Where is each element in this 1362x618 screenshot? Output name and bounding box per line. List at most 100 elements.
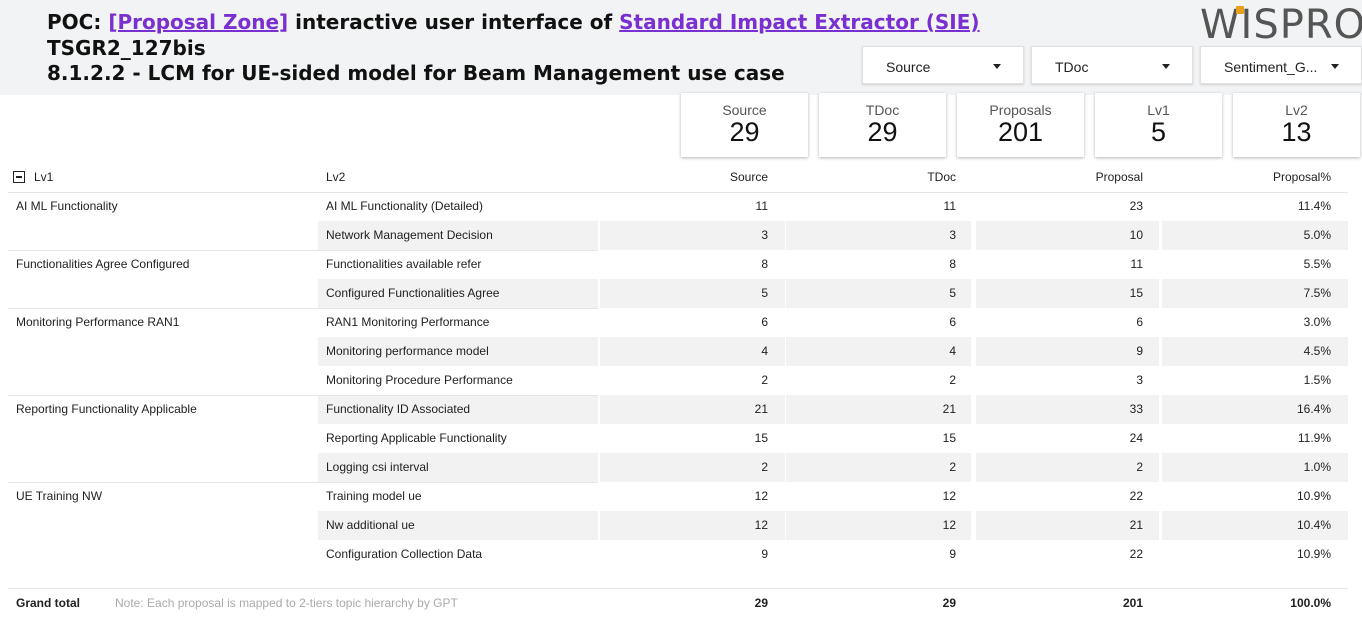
grand-total-row: Grand total Note: Each proposal is mapped… (8, 589, 1348, 618)
title-prefix: POC: (47, 10, 109, 34)
group-divider (8, 482, 598, 483)
col-header-lv2[interactable]: Lv2 (326, 170, 346, 184)
table-row: Configuration Collection Data 9 9 22 10.9% (8, 540, 1348, 569)
lv1-cell: AI ML Functionality (16, 199, 118, 213)
proposal-cell: 22 (1129, 547, 1143, 561)
lv1-cell: Monitoring Performance RAN1 (16, 315, 180, 329)
proposal-cell: 2 (1136, 460, 1143, 474)
grand-total-label: Grand total (16, 596, 81, 610)
col-header-proposal-pct[interactable]: Proposal% (1272, 170, 1331, 184)
total-divider (8, 588, 1348, 589)
tdoc-cell: 11 (943, 199, 956, 213)
group-divider (8, 250, 598, 251)
tdoc-cell: 12 (942, 489, 956, 503)
lv2-cell: Network Management Decision (326, 228, 493, 242)
card-value: 29 (729, 117, 760, 147)
col-header-proposal[interactable]: Proposal (1095, 170, 1143, 184)
source-cell: 5 (761, 286, 768, 300)
source-cell: 8 (761, 257, 768, 271)
source-cell: 3 (761, 228, 768, 242)
tdoc-cell: 21 (942, 402, 956, 416)
proposal-pct-cell: 4.5% (1303, 344, 1331, 358)
source-cell: 21 (754, 402, 768, 416)
table-header: Lv1 Lv2 Source TDoc Proposal Proposal% (8, 163, 1348, 193)
source-filter-dropdown[interactable]: Source (862, 46, 1024, 84)
lv2-cell: Monitoring performance model (326, 344, 489, 358)
collapse-icon[interactable] (13, 171, 25, 183)
col-header-lv1[interactable]: Lv1 (34, 170, 54, 184)
agenda-item-title: 8.1.2.2 - LCM for UE-sided model for Bea… (47, 61, 785, 85)
source-cell: 12 (754, 518, 768, 532)
card-label: Lv2 (1285, 102, 1308, 118)
table-row: Configured Functionalities Agree 5 5 15 7.5% (8, 279, 1348, 308)
sentiment-filter-dropdown[interactable]: Sentiment_G... (1200, 46, 1362, 84)
proposal-pct-cell: 10.4% (1296, 518, 1331, 532)
lv2-cell: RAN1 Monitoring Performance (326, 315, 490, 329)
card-label: Lv1 (1147, 102, 1170, 118)
chevron-down-icon (1162, 64, 1170, 69)
proposal-pct-cell: 16.4% (1296, 402, 1331, 416)
table-row: Logging csi interval 2 2 2 1.0% (8, 453, 1348, 482)
card-value: 201 (997, 117, 1044, 147)
tdoc-cell: 2 (949, 373, 956, 387)
card-label: Proposals (989, 102, 1052, 118)
tdoc-cell: 4 (949, 344, 956, 358)
proposal-cell: 15 (1129, 286, 1143, 300)
source-cell: 2 (761, 373, 768, 387)
tdoc-cell: 15 (942, 431, 956, 445)
proposal-cell: 11 (1130, 257, 1143, 271)
lv1-cell: Functionalities Agree Configured (16, 257, 190, 271)
source-cell: 12 (754, 489, 768, 503)
proposal-cell: 6 (1136, 315, 1143, 329)
proposal-pct-cell: 1.5% (1303, 373, 1331, 387)
lv2-cell: Nw additional ue (326, 518, 415, 532)
lv2-count-card: Lv2 13 (1233, 93, 1360, 157)
source-cell: 15 (754, 431, 768, 445)
lv2-cell: Reporting Applicable Functionality (326, 431, 507, 445)
source-cell: 9 (761, 547, 768, 561)
header-bar: POC: [Proposal Zone] interactive user in… (0, 0, 1362, 95)
table-row: Network Management Decision 3 3 10 5.0% (8, 221, 1348, 250)
proposal-pct-cell: 10.9% (1296, 489, 1331, 503)
lv2-cell: Logging csi interval (326, 460, 429, 474)
tdoc-filter-dropdown[interactable]: TDoc (1031, 46, 1193, 84)
proposal-pct-cell: 5.5% (1303, 257, 1331, 271)
wispro-logo: WISPRO (1200, 2, 1362, 48)
table-row: UE Training NW Training model ue 12 12 22 10.… (8, 482, 1348, 511)
proposal-pct-cell: 5.0% (1303, 228, 1331, 242)
lv2-cell: Monitoring Procedure Performance (326, 373, 513, 387)
card-value: 5 (1150, 117, 1167, 147)
lv2-cell: AI ML Functionality (Detailed) (326, 199, 483, 213)
grand-total-proposal: 201 (1122, 596, 1143, 610)
proposal-zone-link[interactable]: [Proposal Zone] (108, 10, 289, 34)
source-cell: 2 (761, 460, 768, 474)
card-label: Source (722, 102, 767, 118)
table-row: Reporting Applicable Functionality 15 15 24… (8, 424, 1348, 453)
table-row: Nw additional ue 12 12 21 10.4% (8, 511, 1348, 540)
proposal-pct-cell: 7.5% (1303, 286, 1331, 300)
tdoc-cell: 8 (949, 257, 956, 271)
table-row: AI ML Functionality AI ML Functionality (… (8, 192, 1348, 221)
col-header-source[interactable]: Source (729, 170, 768, 184)
proposal-cell: 33 (1129, 402, 1143, 416)
proposal-cell: 23 (1129, 199, 1143, 213)
table-row: Monitoring performance model 4 4 9 4.5% (8, 337, 1348, 366)
lv2-cell: Configuration Collection Data (326, 547, 483, 561)
table-row: Monitoring Performance RAN1 RAN1 Monitori… (8, 308, 1348, 337)
lv2-cell: Configured Functionalities Agree (326, 286, 500, 300)
sie-link[interactable]: Standard Impact Extractor (SIE) (619, 10, 980, 34)
tdoc-cell: 9 (949, 547, 956, 561)
group-divider (8, 395, 598, 396)
grand-total-tdoc: 29 (942, 596, 956, 610)
chevron-down-icon (1331, 64, 1339, 69)
meeting-id: TSGR2_127bis (47, 36, 206, 60)
lv1-cell: Reporting Functionality Applicable (16, 402, 197, 416)
sentiment-filter-label: Sentiment_G... (1224, 59, 1318, 75)
table-row: Reporting Functionality Applicable Functi… (8, 395, 1348, 424)
col-header-tdoc[interactable]: TDoc (927, 170, 956, 184)
source-cell: 4 (761, 344, 768, 358)
tdoc-cell: 6 (949, 315, 956, 329)
proposal-cell: 24 (1129, 431, 1143, 445)
proposal-pct-cell: 11.4% (1297, 199, 1331, 213)
proposal-cell: 9 (1136, 344, 1143, 358)
